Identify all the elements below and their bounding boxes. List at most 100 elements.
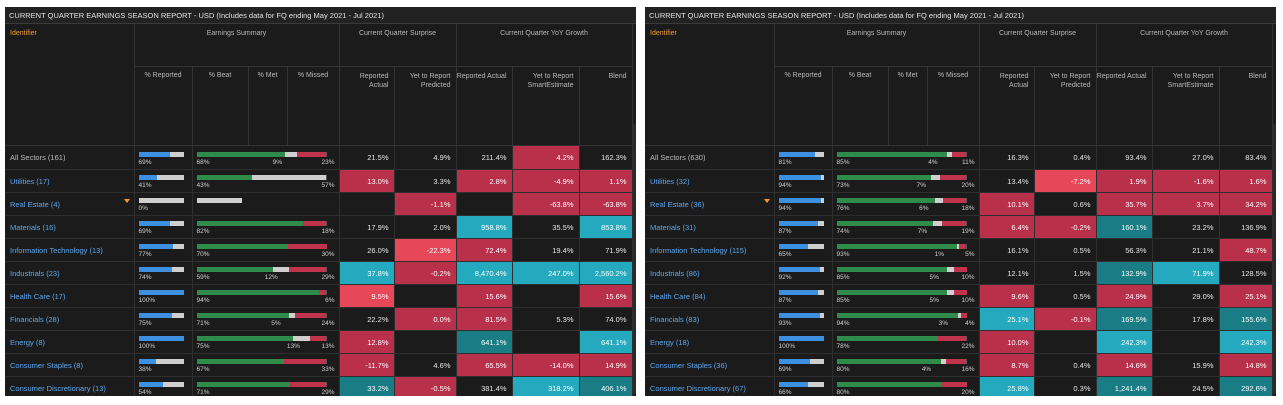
column-header[interactable]: Reported Actual [339, 66, 395, 146]
beat-met-missed-bar [836, 359, 967, 364]
sector-row[interactable]: Real Estate (36) 94% 76% 6% 18% 10.1% 0.6% 35.7… [645, 192, 1273, 216]
sector-name[interactable]: Health Care (84) [645, 284, 775, 308]
column-header[interactable]: Reported Actual [1096, 66, 1153, 146]
sector-name[interactable]: Consumer Discretionary (67) [645, 376, 775, 396]
met-segment [273, 267, 289, 272]
beat-met-missed-bar [196, 244, 327, 249]
growth-reported-actual: 14.6% [1096, 353, 1153, 377]
growth-smartestimate: 4.2% [512, 145, 580, 170]
sector-name[interactable]: Real Estate (36) [645, 192, 775, 216]
sector-row[interactable]: All Sectors (161) 69% 68% 9% 23% 21.5% 4.9% 211… [5, 145, 633, 170]
column-header[interactable]: Blend [579, 66, 633, 146]
column-header[interactable]: % Reported [134, 66, 193, 146]
sector-row[interactable]: All Sectors (630) 81% 85% 4% 11% 16.3% 0.4% 93.… [645, 145, 1273, 170]
column-header[interactable]: % Reported [774, 66, 833, 146]
growth-reported-actual: 1.9% [1096, 169, 1153, 193]
vertical-scrollbar[interactable] [633, 124, 636, 394]
beat-met-missed-bar [196, 290, 327, 295]
growth-smartestimate: 35.5% [512, 215, 580, 239]
sector-name[interactable]: Industrials (23) [5, 261, 135, 285]
sector-row[interactable]: Consumer Staples (36) 69% 80% 4% 16% 8.7% 0.4%… [645, 353, 1273, 377]
beat-met-missed-cell: 85% 4% 11% [832, 145, 980, 170]
sector-row[interactable]: Utilities (17) 41% 43% 57% 13.0% 3.3% 2.8% -4.9… [5, 169, 633, 193]
sector-row[interactable]: Energy (8) 100% 75% 13% 13% 12.8% 641.1% 641.1% [5, 330, 633, 354]
sector-row[interactable]: Materials (31) 87% 74% 7% 19% 6.4% -0.2% 160.1%… [645, 215, 1273, 239]
sort-descending-icon[interactable] [763, 199, 770, 203]
column-header[interactable]: % Missed [287, 66, 340, 146]
sector-name[interactable]: Financials (28) [5, 307, 135, 331]
sector-name[interactable]: Information Technology (13) [5, 238, 135, 262]
percent-reported-cell: 93% [774, 307, 833, 331]
sector-row[interactable]: Industrials (23) 74% 59% 12% 29% 37.8% -0.2% 8,… [5, 261, 633, 285]
column-header[interactable]: Reported Actual [456, 66, 513, 146]
sector-row[interactable]: Consumer Discretionary (67) 66% 80% 20% 25.8… [645, 376, 1273, 396]
sector-row[interactable]: Health Care (17) 100% 94% 6% 9.5% 15.6% 15.6% [5, 284, 633, 308]
surprise-predicted: 0.4% [1034, 353, 1097, 377]
beat-met-missed-bar [836, 175, 967, 180]
surprise-predicted: 0.0% [394, 307, 457, 331]
column-header[interactable]: % Met [248, 66, 288, 146]
column-header[interactable]: Yet to Report Predicted [1034, 66, 1097, 146]
sector-name[interactable]: Materials (31) [645, 215, 775, 239]
sector-name[interactable]: Financials (83) [645, 307, 775, 331]
sector-row[interactable]: Energy (18) 100% 78% 22% 10.0% 242.3% 242.3% [645, 330, 1273, 354]
identifier-header[interactable]: Identifier [645, 24, 775, 203]
percent-reported-label: 65% [778, 251, 792, 258]
percent-reported-label: 74% [138, 274, 152, 281]
sector-row[interactable]: Materials (16) 69% 82% 18% 17.9% 2.0% 958.8% 35… [5, 215, 633, 239]
growth-reported-actual: 56.3% [1096, 238, 1153, 262]
sector-name[interactable]: Consumer Staples (8) [5, 353, 135, 377]
sector-row[interactable]: Financials (28) 75% 71% 5% 24% 22.2% 0.0% 81.5%… [5, 307, 633, 331]
column-header[interactable]: % Beat [192, 66, 249, 146]
beat-segment [196, 267, 274, 272]
growth-blend: 1.6% [1219, 169, 1273, 193]
sector-row[interactable]: Financials (83) 93% 94% 3% 4% 25.1% -0.1% 169.5… [645, 307, 1273, 331]
sector-row[interactable]: Information Technology (115) 65% 93% 1% 5% 16… [645, 238, 1273, 262]
percent-reported-bar [138, 151, 184, 157]
sector-name[interactable]: All Sectors (161) [5, 145, 135, 170]
beat-label: 80% [836, 389, 850, 396]
sector-row[interactable]: Industrials (86) 92% 85% 5% 10% 12.1% 1.5% 132.… [645, 261, 1273, 285]
sector-row[interactable]: Consumer Discretionary (13) 54% 71% 29% 33.2… [5, 376, 633, 396]
missed-label: 16% [961, 366, 975, 373]
sector-row[interactable]: Real Estate (4) 0% -1.1% -63.8% -63.8% [5, 192, 633, 216]
sector-name[interactable]: Utilities (17) [5, 169, 135, 193]
identifier-header[interactable]: Identifier [5, 24, 135, 203]
beat-segment [196, 244, 288, 249]
missed-segment [937, 336, 967, 341]
sector-name[interactable]: Information Technology (115) [645, 238, 775, 262]
sector-name[interactable]: Materials (16) [5, 215, 135, 239]
sector-name[interactable]: Energy (18) [645, 330, 775, 354]
sector-row[interactable]: Health Care (84) 87% 85% 5% 10% 9.6% 0.5% 24.9%… [645, 284, 1273, 308]
column-header[interactable]: % Missed [927, 66, 980, 146]
met-segment [957, 244, 959, 249]
column-header[interactable]: Yet to Report SmartEstimate [1152, 66, 1220, 146]
sector-name[interactable]: Utilities (32) [645, 169, 775, 193]
sector-name[interactable]: Health Care (17) [5, 284, 135, 308]
column-header[interactable]: % Beat [832, 66, 889, 146]
earnings-summary-group: Earnings Summary [134, 24, 340, 67]
sector-row[interactable]: Consumer Staples (8) 38% 67% 33% -11.7% 4.6% 6… [5, 353, 633, 377]
growth-reported-actual: 160.1% [1096, 215, 1153, 239]
sector-name[interactable]: Consumer Staples (36) [645, 353, 775, 377]
sector-name[interactable]: Energy (8) [5, 330, 135, 354]
column-header[interactable]: Yet to Report SmartEstimate [512, 66, 580, 146]
sort-descending-icon[interactable] [123, 199, 130, 203]
sector-name[interactable]: All Sectors (630) [645, 145, 775, 170]
beat-label: 93% [836, 251, 850, 258]
growth-smartestimate [512, 330, 580, 354]
sector-name[interactable]: Real Estate (4) [5, 192, 135, 216]
percent-reported-fill [778, 359, 810, 364]
sector-name[interactable]: Industrials (86) [645, 261, 775, 285]
missed-label: 10% [961, 274, 975, 281]
column-header[interactable]: Reported Actual [979, 66, 1035, 146]
vertical-scrollbar[interactable] [1273, 124, 1276, 394]
sector-name[interactable]: Consumer Discretionary (13) [5, 376, 135, 396]
sector-row[interactable]: Utilities (32) 94% 73% 7% 20% 13.4% -7.2% 1.9% -… [645, 169, 1273, 193]
missed-segment [318, 290, 327, 295]
column-header[interactable]: % Met [888, 66, 928, 146]
column-header[interactable]: Yet to Report Predicted [394, 66, 457, 146]
sector-row[interactable]: Information Technology (13) 77% 70% 30% 26.0… [5, 238, 633, 262]
met-label: 12% [264, 274, 278, 281]
column-header[interactable]: Blend [1219, 66, 1273, 146]
